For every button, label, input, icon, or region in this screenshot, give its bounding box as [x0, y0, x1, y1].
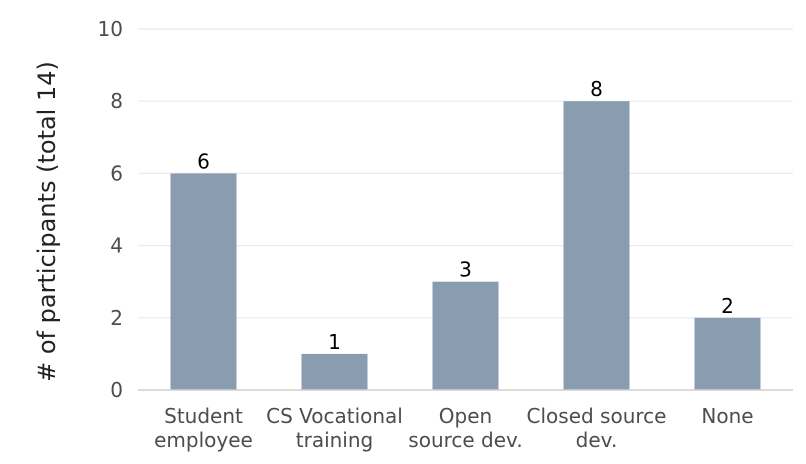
data-label: 2 [721, 294, 734, 318]
data-label: 3 [459, 258, 472, 282]
y-tick-label: 0 [110, 378, 123, 402]
bar [170, 173, 237, 390]
x-tick-label: Student employee [154, 404, 253, 452]
data-label: 8 [590, 77, 603, 101]
data-label: 1 [328, 330, 341, 354]
data-label: 6 [197, 149, 210, 173]
y-tick-label: 4 [110, 234, 123, 258]
x-tick-label: Open source dev. [408, 404, 522, 452]
y-tick-label: 8 [110, 89, 123, 113]
bars [170, 101, 761, 390]
y-axis-ticks: 0 2 4 6 8 10 [98, 17, 123, 402]
y-tick-label: 10 [98, 17, 123, 41]
bar [432, 281, 499, 390]
bar [563, 101, 630, 390]
y-axis-title: # of participants (total 14) [33, 61, 61, 382]
bar [301, 353, 368, 390]
y-tick-label: 2 [110, 306, 123, 330]
y-tick-label: 6 [110, 161, 123, 185]
bar [694, 317, 761, 390]
x-tick-label: None [701, 404, 753, 428]
x-tick-label: CS Vocational training [266, 404, 403, 452]
data-labels: 6 1 3 8 2 [197, 77, 734, 354]
x-axis-labels: Student employee CS Vocational trainingOpen… [154, 404, 753, 452]
grid-lines [138, 28, 793, 319]
x-tick-label: Closed source dev. [527, 404, 667, 452]
